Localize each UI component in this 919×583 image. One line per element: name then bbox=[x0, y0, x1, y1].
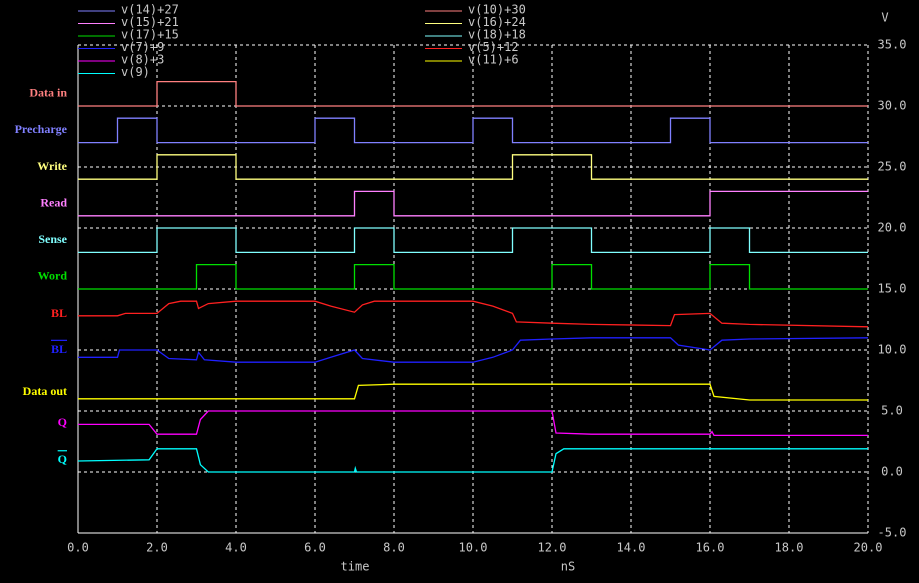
y-tick-label: 10.0 bbox=[878, 343, 907, 357]
x-tick-label: 4.0 bbox=[225, 541, 247, 555]
y-tick-label: 0.0 bbox=[881, 465, 903, 479]
legend-label: v(11)+6 bbox=[468, 53, 519, 67]
y-tick-label: 20.0 bbox=[878, 221, 907, 235]
y-tick-label: 5.0 bbox=[881, 404, 903, 418]
waveform bbox=[78, 337, 869, 363]
y-tick-label: 15.0 bbox=[878, 282, 907, 296]
legend-label: v(7)+9 bbox=[121, 40, 164, 54]
legend-label: v(16)+24 bbox=[468, 15, 526, 29]
waveform bbox=[78, 410, 868, 437]
legend-label: v(9) bbox=[121, 65, 150, 79]
legend-label: v(5)+12 bbox=[468, 40, 519, 54]
signal-label: Q bbox=[58, 452, 67, 466]
legend-label: v(10)+30 bbox=[468, 3, 526, 17]
waveform bbox=[78, 300, 869, 328]
waveform bbox=[78, 154, 868, 180]
y-unit: V bbox=[881, 11, 888, 25]
signal-label: Data out bbox=[23, 384, 67, 398]
legend-label: v(15)+21 bbox=[121, 15, 179, 29]
legend-label: v(17)+15 bbox=[121, 28, 179, 42]
y-tick-label: 25.0 bbox=[878, 160, 907, 174]
waveform bbox=[78, 263, 868, 290]
signal-label: Write bbox=[37, 159, 67, 173]
waveform bbox=[78, 190, 868, 217]
x-tick-label: 10.0 bbox=[459, 541, 488, 555]
signal-label: Q bbox=[58, 415, 67, 429]
signal-label: Data in bbox=[29, 86, 67, 100]
signal-label: Word bbox=[38, 269, 68, 283]
x-tick-label: 2.0 bbox=[146, 541, 168, 555]
y-tick-label: 30.0 bbox=[878, 99, 907, 113]
signal-label: Sense bbox=[38, 232, 67, 246]
x-tick-label: 12.0 bbox=[538, 541, 567, 555]
y-tick-label: -5.0 bbox=[878, 526, 907, 540]
signal-label: Precharge bbox=[15, 122, 68, 136]
x-unit: nS bbox=[561, 560, 575, 574]
y-tick-label: 35.0 bbox=[878, 38, 907, 52]
waveform bbox=[78, 80, 868, 107]
x-tick-label: 6.0 bbox=[304, 541, 326, 555]
signal-label: Read bbox=[40, 195, 67, 209]
signal-label: BL bbox=[51, 306, 67, 320]
x-tick-label: 20.0 bbox=[854, 541, 883, 555]
x-tick-label: 18.0 bbox=[775, 541, 804, 555]
waveform bbox=[78, 227, 868, 254]
waveform bbox=[77, 448, 868, 473]
x-label: time bbox=[341, 560, 370, 574]
signal-label: BL bbox=[51, 342, 67, 356]
x-tick-label: 0.0 bbox=[67, 541, 89, 555]
legend-label: v(14)+27 bbox=[121, 3, 179, 17]
legend-label: v(8)+3 bbox=[121, 53, 164, 67]
x-tick-label: 8.0 bbox=[383, 541, 405, 555]
x-tick-label: 16.0 bbox=[696, 541, 725, 555]
x-tick-label: 14.0 bbox=[617, 541, 646, 555]
waveform bbox=[78, 117, 868, 144]
waveform bbox=[78, 383, 868, 401]
legend-label: v(18)+18 bbox=[468, 28, 526, 42]
